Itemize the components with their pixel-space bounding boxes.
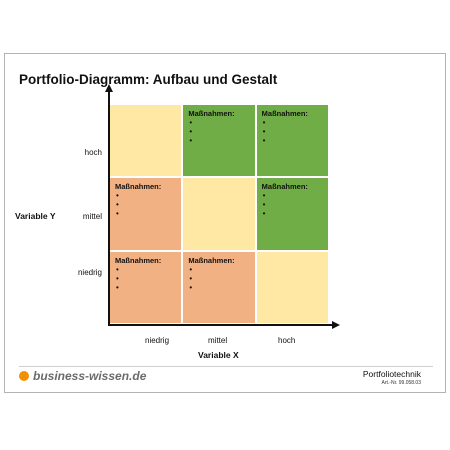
brand-dot-icon: [19, 371, 29, 381]
portfolio-matrix: Maßnahmen: • • • Maßnahmen: • • • Maßnahmen: • • • M…: [109, 104, 329, 324]
measure-bullet: •: [116, 273, 119, 283]
measure-bullet: •: [262, 191, 266, 201]
x-axis-title: Variable X: [198, 350, 239, 360]
brand-name: business-wissen.de: [33, 369, 147, 383]
matrix-cell: [109, 104, 183, 178]
matrix-cell: [255, 250, 329, 324]
y-axis-line: [108, 90, 110, 325]
measures-heading: Maßnahmen:: [261, 182, 308, 192]
x-axis-line: [108, 324, 333, 326]
measure-bullet: •: [262, 136, 266, 145]
measure-bullet: •: [189, 282, 193, 292]
measure-bullet: •: [262, 200, 266, 210]
y-tick-mittel: mittel: [82, 212, 102, 221]
measure-bullet: •: [189, 127, 193, 136]
x-tick-mittel: mittel: [208, 336, 228, 345]
measures-heading: Maßnahmen:: [261, 109, 308, 118]
matrix-cell: Maßnahmen: • • •: [109, 250, 183, 324]
measure-bullet: •: [116, 200, 119, 210]
page-title: Portfolio-Diagramm: Aufbau und Gestalt: [19, 72, 278, 87]
y-tick-hoch: hoch: [84, 148, 102, 157]
measure-bullet: •: [189, 273, 193, 283]
measure-bullet: •: [262, 209, 266, 219]
matrix-cell: Maßnahmen: • • •: [182, 104, 256, 178]
measure-bullet: •: [116, 209, 119, 219]
measure-bullet: •: [189, 136, 193, 145]
x-axis-arrow-icon: [332, 321, 340, 329]
measure-bullet: •: [189, 264, 193, 274]
measure-bullet: •: [262, 127, 266, 136]
matrix-cell: Maßnahmen: • • •: [109, 177, 183, 251]
measures-heading: Maßnahmen:: [188, 109, 235, 118]
measures-heading: Maßnahmen:: [188, 255, 235, 265]
brand-logo: business-wissen.de: [19, 369, 146, 383]
product-name: Portfoliotechnik: [362, 369, 421, 379]
measure-bullet: •: [116, 264, 119, 274]
y-tick-niedrig: niedrig: [77, 268, 102, 277]
y-axis-title: Variable Y: [15, 211, 56, 221]
y-axis-arrow-icon: [105, 84, 113, 92]
matrix-cell: Maßnahmen: • • •: [182, 250, 256, 324]
matrix-cell: Maßnahmen: • • •: [255, 177, 329, 251]
footer-divider: [19, 366, 433, 367]
slide: Portfolio-Diagramm: Aufbau und Gestalt V…: [4, 53, 446, 393]
matrix-cell: Maßnahmen: • • •: [255, 104, 329, 178]
measure-bullet: •: [116, 191, 119, 201]
measures-heading: Maßnahmen:: [115, 255, 162, 265]
measure-bullet: •: [262, 118, 266, 127]
x-tick-hoch: hoch: [278, 336, 296, 345]
measure-bullet: •: [189, 118, 193, 127]
article-number: Art.-Nr. 99.058.03: [381, 380, 421, 386]
matrix-cell: [182, 177, 256, 251]
x-tick-niedrig: niedrig: [145, 336, 170, 345]
measure-bullet: •: [116, 282, 119, 292]
measures-heading: Maßnahmen:: [115, 182, 162, 192]
